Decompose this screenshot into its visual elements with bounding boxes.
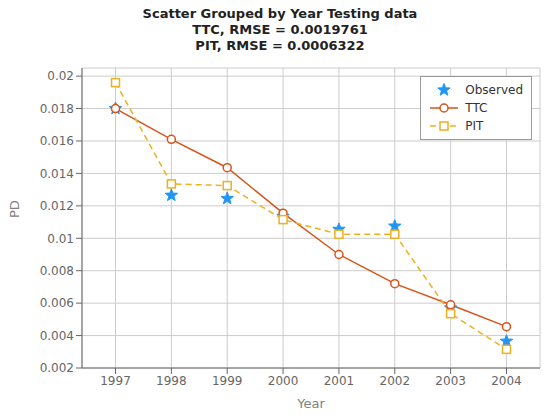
html-text:Observed: Observed bbox=[465, 83, 523, 97]
svg-text:2001: 2001 bbox=[324, 374, 355, 388]
svg-text:0.006: 0.006 bbox=[40, 296, 74, 310]
svg-text:0.02: 0.02 bbox=[47, 69, 74, 83]
svg-text:0.014: 0.014 bbox=[40, 167, 74, 181]
svg-text:0.018: 0.018 bbox=[40, 102, 74, 116]
html-text:TTC, RMSE = 0.0019761: TTC, RMSE = 0.0019761 bbox=[192, 22, 368, 37]
html-text:PIT, RMSE = 0.0006322: PIT, RMSE = 0.0006322 bbox=[195, 38, 365, 53]
svg-text:0.01: 0.01 bbox=[47, 232, 74, 246]
html-text:TTC: TTC bbox=[465, 101, 488, 115]
svg-text:2002: 2002 bbox=[380, 374, 411, 388]
svg-text:0.004: 0.004 bbox=[40, 329, 74, 343]
svg-text:2004: 2004 bbox=[491, 374, 522, 388]
svg-text:PD: PD bbox=[8, 200, 22, 218]
svg-text:2003: 2003 bbox=[435, 374, 466, 388]
html-text:Scatter Grouped by Year Testin: Scatter Grouped by Year Testing data bbox=[142, 6, 418, 21]
svg-text:Year: Year bbox=[296, 396, 325, 411]
svg-text:1997: 1997 bbox=[100, 374, 131, 388]
svg-text:0.012: 0.012 bbox=[40, 199, 74, 213]
svg-text:0.008: 0.008 bbox=[40, 264, 74, 278]
svg-text:0.016: 0.016 bbox=[40, 134, 74, 148]
svg-text:1998: 1998 bbox=[156, 374, 187, 388]
svg-text:1999: 1999 bbox=[212, 374, 243, 388]
svg-text:2000: 2000 bbox=[268, 374, 299, 388]
svg-text:0.002: 0.002 bbox=[40, 361, 74, 375]
html-text:PIT: PIT bbox=[465, 119, 484, 133]
